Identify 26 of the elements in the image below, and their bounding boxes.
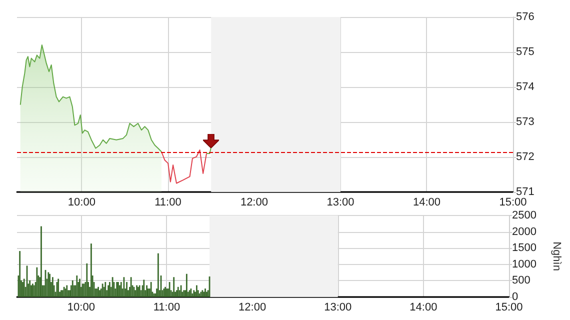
- x-tick-label: 15:00: [495, 302, 523, 314]
- y-tick-label: 576: [516, 11, 534, 23]
- y-tick-label: 2000: [512, 226, 536, 238]
- x-tick-label: 11:00: [153, 302, 180, 314]
- x-tick-label: 13:00: [326, 196, 354, 208]
- y-tick-label: 571: [516, 186, 534, 198]
- y-tick-label: 572: [516, 151, 534, 163]
- y-tick-label: 2500: [512, 210, 536, 222]
- x-tick-label: 12:00: [240, 196, 268, 208]
- y-tick-label: 575: [516, 46, 534, 58]
- y-tick-label: 574: [516, 81, 534, 93]
- y-axis-title: Nghìn: [550, 242, 562, 271]
- x-tick-label: 11:00: [154, 196, 182, 208]
- x-tick-label: 12:00: [238, 302, 266, 314]
- x-tick-label: 10:00: [68, 196, 96, 208]
- y-tick-label: 1500: [512, 242, 536, 254]
- y-tick-label: 573: [516, 116, 534, 128]
- x-tick-label: 15:00: [499, 196, 527, 208]
- x-tick-label: 10:00: [67, 302, 95, 314]
- y-tick-label: 0: [512, 291, 518, 303]
- line-series: [160, 150, 208, 184]
- x-tick-label: 13:00: [324, 302, 352, 314]
- x-tick-label: 14:00: [412, 196, 441, 208]
- y-tick-label: 1000: [512, 258, 536, 270]
- x-tick-label: 14:00: [410, 302, 438, 314]
- y-tick-label: 500: [512, 274, 530, 287]
